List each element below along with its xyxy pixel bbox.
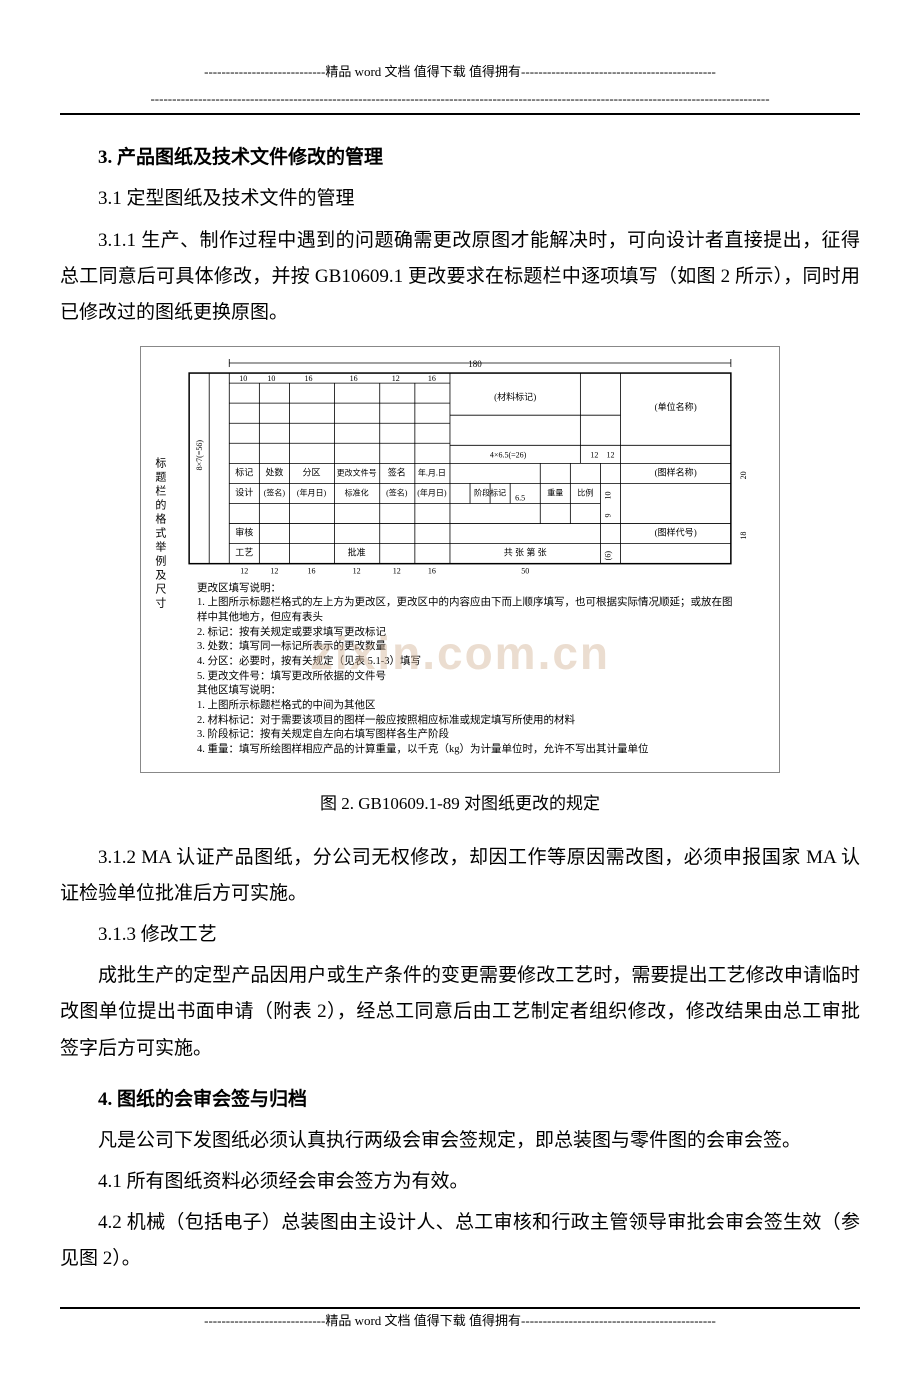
- svg-text:重量: 重量: [547, 487, 563, 497]
- svg-text:16: 16: [428, 374, 436, 383]
- svg-text:6.5: 6.5: [515, 493, 525, 502]
- desc-line-5: 5. 更改文件号：填写更改所依据的文件号: [197, 670, 741, 685]
- svg-text:设计: 设计: [235, 486, 253, 497]
- desc-other-4: 4. 重量：填写所绘图样相应产品的计算重量，以千克（kg）为计量单位时，允许不写…: [197, 743, 741, 758]
- section-4-2: 4.2 机械（包括电子）总装图由主设计人、总工审核和行政主管领导审批会审会签生效…: [60, 1205, 860, 1277]
- section-4-1: 4.1 所有图纸资料必须经会审会签方为有效。: [60, 1164, 860, 1200]
- header-divider-text: ----------------------------精品 word 文档 值…: [60, 60, 860, 85]
- svg-text:审核: 审核: [235, 526, 253, 537]
- svg-text:9: 9: [603, 513, 612, 517]
- svg-text:50: 50: [521, 567, 529, 576]
- svg-text:16: 16: [350, 374, 358, 383]
- svg-text:工艺: 工艺: [235, 547, 253, 557]
- footer-text: ----------------------------精品 word 文档 值…: [60, 1309, 860, 1334]
- title-block-diagram: 180 10 10 16 16 12 16 8×7(=56) 标记 处数 分区 …: [149, 355, 771, 576]
- desc-line-2: 2. 标记：按有关规定或要求填写更改标记: [197, 626, 741, 641]
- svg-text:(图样代号): (图样代号): [655, 526, 697, 537]
- svg-text:12: 12: [240, 567, 248, 576]
- svg-text:180: 180: [468, 359, 482, 369]
- section-3-1-3-body: 成批生产的定型产品因用户或生产条件的变更需要修改工艺时，需要提出工艺修改申请临时…: [60, 958, 860, 1066]
- svg-text:10: 10: [603, 491, 612, 499]
- svg-text:12: 12: [393, 567, 401, 576]
- svg-text:16: 16: [305, 374, 313, 383]
- desc-line-3: 3. 处数：填写同一标记所表示的更改数量: [197, 640, 741, 655]
- desc-other-1: 1. 上图所示标题栏格式的中间为其他区: [197, 699, 741, 714]
- desc-other-2: 2. 材料标记：对于需要该项目的图样一般应按照相应标准或规定填写所使用的材料: [197, 714, 741, 729]
- desc-line-4: 4. 分区：必要时，按有关规定（见表 5.1-3）填写: [197, 655, 741, 670]
- svg-text:(材料标记): (材料标记): [494, 391, 536, 402]
- figure-2-container: 标题栏的格式举例及尺寸: [140, 346, 780, 773]
- desc-other-3: 3. 阶段标记：按有关规定自左向右填写图样各生产阶段: [197, 728, 741, 743]
- svg-text:(图样名称): (图样名称): [655, 466, 697, 477]
- svg-text:(签名): (签名): [264, 487, 286, 497]
- section-3-title: 3. 产品图纸及技术文件修改的管理: [60, 140, 860, 176]
- section-3-1-3: 3.1.3 修改工艺: [60, 917, 860, 953]
- desc-title-1: 更改区填写说明：: [197, 582, 741, 597]
- section-3-1: 3.1 定型图纸及技术文件的管理: [60, 181, 860, 217]
- svg-text:年.月.日: 年.月.日: [418, 467, 446, 477]
- svg-text:分区: 分区: [303, 467, 321, 477]
- svg-text:16: 16: [308, 567, 316, 576]
- svg-text:(年月日): (年月日): [417, 487, 447, 497]
- svg-text:12: 12: [270, 567, 278, 576]
- svg-text:12: 12: [353, 567, 361, 576]
- section-4-title: 4. 图纸的会审会签与归档: [60, 1082, 860, 1118]
- svg-text:10: 10: [239, 374, 247, 383]
- desc-line-1: 1. 上图所示标题栏格式的左上方为更改区，更改区中的内容应由下而上顺序填写，也可…: [197, 596, 741, 625]
- section-3-1-1: 3.1.1 生产、制作过程中遇到的问题确需更改原图才能解决时，可向设计者直接提出…: [60, 223, 860, 331]
- header-divider-dashes: ----------------------------------------…: [60, 87, 860, 112]
- svg-text:签名: 签名: [388, 466, 406, 477]
- svg-text:(年月日): (年月日): [297, 487, 327, 497]
- svg-text:处数: 处数: [265, 466, 283, 477]
- svg-text:10: 10: [267, 374, 275, 383]
- svg-text:20: 20: [739, 471, 748, 479]
- svg-text:(签名): (签名): [386, 487, 408, 497]
- document-page: ----------------------------精品 word 文档 值…: [0, 0, 920, 1374]
- header-rule: [60, 113, 860, 115]
- section-4-body1: 凡是公司下发图纸必须认真执行两级会审会签规定，即总装图与零件图的会审会签。: [60, 1123, 860, 1159]
- svg-text:共 张 第 张: 共 张 第 张: [504, 546, 547, 557]
- svg-text:标准化: 标准化: [345, 487, 369, 497]
- svg-text:12: 12: [590, 450, 598, 459]
- svg-text:16: 16: [428, 567, 436, 576]
- svg-text:阶段标记: 阶段标记: [474, 487, 506, 497]
- svg-text:8×7(=56): 8×7(=56): [195, 439, 204, 470]
- svg-text:比例: 比例: [577, 487, 593, 497]
- svg-text:4×6.5(=26): 4×6.5(=26): [490, 450, 527, 459]
- svg-text:标记: 标记: [235, 466, 253, 477]
- figure-2-caption: 图 2. GB10609.1-89 对图纸更改的规定: [60, 788, 860, 820]
- svg-text:(6): (6): [603, 550, 612, 560]
- desc-title-2: 其他区填写说明：: [197, 684, 741, 699]
- svg-text:(单位名称): (单位名称): [655, 401, 697, 412]
- section-3-1-2: 3.1.2 MA 认证产品图纸，分公司无权修改，却因工作等原因需改图，必须申报国…: [60, 840, 860, 912]
- svg-text:12: 12: [392, 374, 400, 383]
- figure-description: 更改区填写说明： 1. 上图所示标题栏格式的左上方为更改区，更改区中的内容应由下…: [149, 576, 771, 764]
- svg-text:18: 18: [739, 531, 748, 539]
- svg-text:批准: 批准: [348, 546, 366, 557]
- figure-vertical-label: 标题栏的格式举例及尺寸: [149, 457, 170, 611]
- svg-text:更改文件号: 更改文件号: [337, 467, 377, 477]
- svg-text:12: 12: [606, 450, 614, 459]
